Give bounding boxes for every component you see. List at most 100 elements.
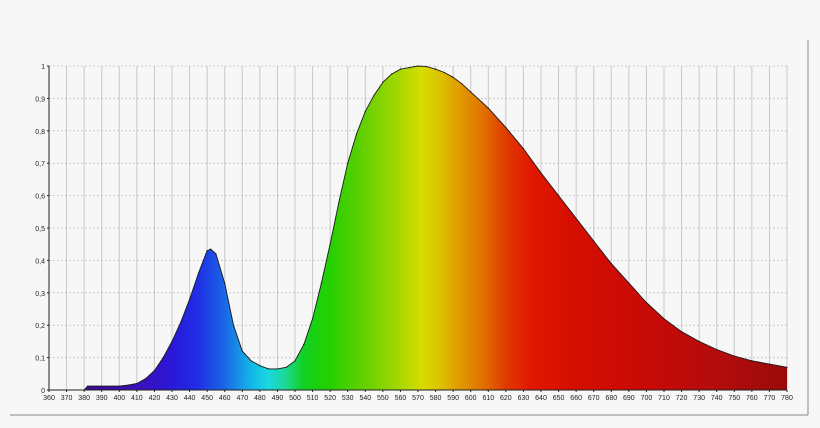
y-tick-label: 0,7: [35, 161, 45, 168]
x-tick-label: 450: [201, 395, 213, 402]
spectrum-area: [84, 66, 788, 390]
x-tick-label: 770: [764, 395, 776, 402]
data-point: [320, 282, 322, 284]
x-tick-label: 430: [166, 395, 178, 402]
data-point: [408, 67, 410, 69]
x-tick-label: 540: [359, 395, 371, 402]
x-tick-label: 620: [500, 395, 512, 402]
x-tick-label: 490: [272, 395, 284, 402]
data-point: [189, 298, 191, 300]
data-point: [610, 263, 612, 265]
data-point: [153, 370, 155, 372]
data-point: [312, 318, 314, 320]
x-tick-label: 440: [184, 395, 196, 402]
data-point: [461, 83, 463, 85]
data-point: [681, 331, 683, 333]
data-point: [338, 201, 340, 203]
data-point: [206, 250, 208, 252]
x-tick-label: 550: [377, 395, 389, 402]
x-tick-label: 750: [728, 395, 740, 402]
data-point: [522, 148, 525, 150]
data-point: [768, 363, 771, 365]
data-point: [250, 360, 252, 362]
data-point: [540, 172, 542, 174]
x-tick-label: 780: [781, 395, 793, 402]
x-tick-label: 680: [605, 395, 617, 402]
data-point: [294, 360, 296, 362]
y-tick-label: 1: [41, 64, 45, 71]
data-point: [180, 321, 182, 323]
x-tick-label: 390: [96, 395, 108, 402]
data-point: [628, 282, 630, 284]
data-point: [698, 340, 700, 342]
data-point: [210, 248, 212, 250]
x-tick-label: 720: [676, 395, 688, 402]
data-point: [136, 382, 138, 385]
x-tick-label: 410: [131, 395, 143, 402]
data-point: [391, 73, 393, 75]
x-tick-label: 610: [482, 395, 494, 402]
x-tick-label: 500: [289, 395, 301, 402]
y-tick-label: 0,8: [35, 129, 45, 136]
data-point: [487, 107, 489, 109]
x-tick-label: 480: [254, 395, 266, 402]
x-tick-label: 580: [430, 395, 442, 402]
x-tick-label: 630: [518, 395, 530, 402]
data-point: [215, 253, 217, 255]
x-tick-label: 420: [149, 395, 161, 402]
x-tick-label: 760: [746, 395, 758, 402]
x-tick-label: 360: [43, 395, 55, 402]
y-tick-label: 0,4: [35, 258, 45, 265]
y-tick-label: 0: [41, 388, 45, 395]
data-point: [268, 368, 270, 370]
data-point: [101, 385, 103, 387]
y-tick-label: 0,3: [35, 291, 45, 298]
data-point: [593, 240, 595, 242]
data-point: [145, 378, 147, 380]
x-tick-label: 650: [553, 395, 565, 402]
x-tick-label: 510: [307, 395, 319, 402]
x-tick-label: 590: [447, 395, 459, 402]
x-tick-label: 730: [693, 395, 705, 402]
x-tick-label: 700: [641, 395, 653, 402]
data-point: [373, 94, 375, 96]
y-tick-label: 0,6: [35, 194, 45, 201]
data-point: [241, 350, 243, 352]
data-point: [162, 357, 164, 359]
data-point: [118, 385, 120, 387]
data-point: [505, 127, 507, 129]
y-tick-label: 0,9: [35, 96, 45, 103]
x-tick-label: 710: [658, 395, 670, 402]
data-point: [417, 65, 419, 67]
data-point: [435, 68, 437, 70]
x-tick-label: 660: [570, 395, 582, 402]
data-point: [645, 301, 648, 304]
y-tick-label: 0,5: [35, 226, 45, 233]
y-tick-label: 0,2: [35, 323, 45, 330]
y-tick-label: 0,1: [35, 356, 45, 363]
data-point: [716, 348, 718, 351]
data-point: [259, 365, 261, 367]
data-point: [329, 243, 331, 245]
data-point: [558, 195, 560, 197]
data-point: [224, 282, 226, 284]
x-tick-label: 560: [395, 395, 407, 402]
data-point: [470, 91, 472, 93]
data-point: [382, 81, 384, 83]
data-point: [276, 368, 278, 370]
x-tick-label: 370: [61, 395, 73, 402]
data-point: [733, 355, 735, 357]
data-point: [355, 133, 358, 135]
data-point: [87, 385, 89, 387]
x-tick-label: 380: [78, 395, 90, 402]
data-point: [575, 217, 577, 219]
x-tick-label: 640: [535, 395, 547, 402]
data-point: [786, 366, 788, 368]
x-tick-label: 670: [588, 395, 600, 402]
x-tick-label: 400: [113, 395, 125, 402]
x-tick-label: 460: [219, 395, 231, 402]
data-point: [399, 68, 401, 70]
